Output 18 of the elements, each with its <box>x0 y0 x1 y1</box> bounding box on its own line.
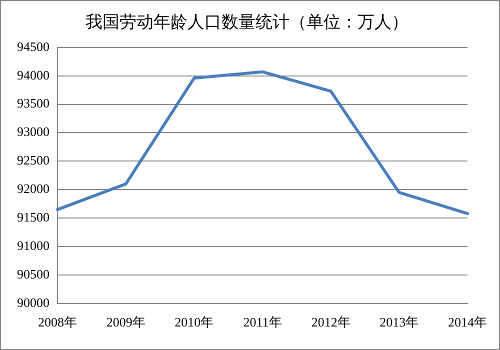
y-tick-label: 92000 <box>17 181 50 196</box>
x-tick-label: 2013年 <box>380 314 419 330</box>
y-tick-label: 90000 <box>17 294 50 310</box>
y-tick-label: 94500 <box>17 38 50 54</box>
chart-title: 我国劳动年龄人口数量统计（单位：万人） <box>86 12 408 32</box>
y-tick-label: 92500 <box>17 152 50 168</box>
x-tick-label: 2008年 <box>38 314 77 330</box>
x-tick-label: 2010年 <box>174 314 214 330</box>
x-tick-label: 2014年 <box>448 314 487 330</box>
x-tick-label: 2011年 <box>243 314 282 330</box>
y-tick-label: 94000 <box>17 67 50 82</box>
y-tick-label: 91000 <box>17 238 50 253</box>
y-tick-label: 90500 <box>17 266 50 282</box>
x-tick-label: 2009年 <box>106 314 146 330</box>
x-tick-label: 2012年 <box>311 314 350 330</box>
y-tick-label: 93000 <box>17 124 50 140</box>
y-tick-label: 93500 <box>17 96 50 111</box>
y-tick-label: 91500 <box>17 209 50 224</box>
